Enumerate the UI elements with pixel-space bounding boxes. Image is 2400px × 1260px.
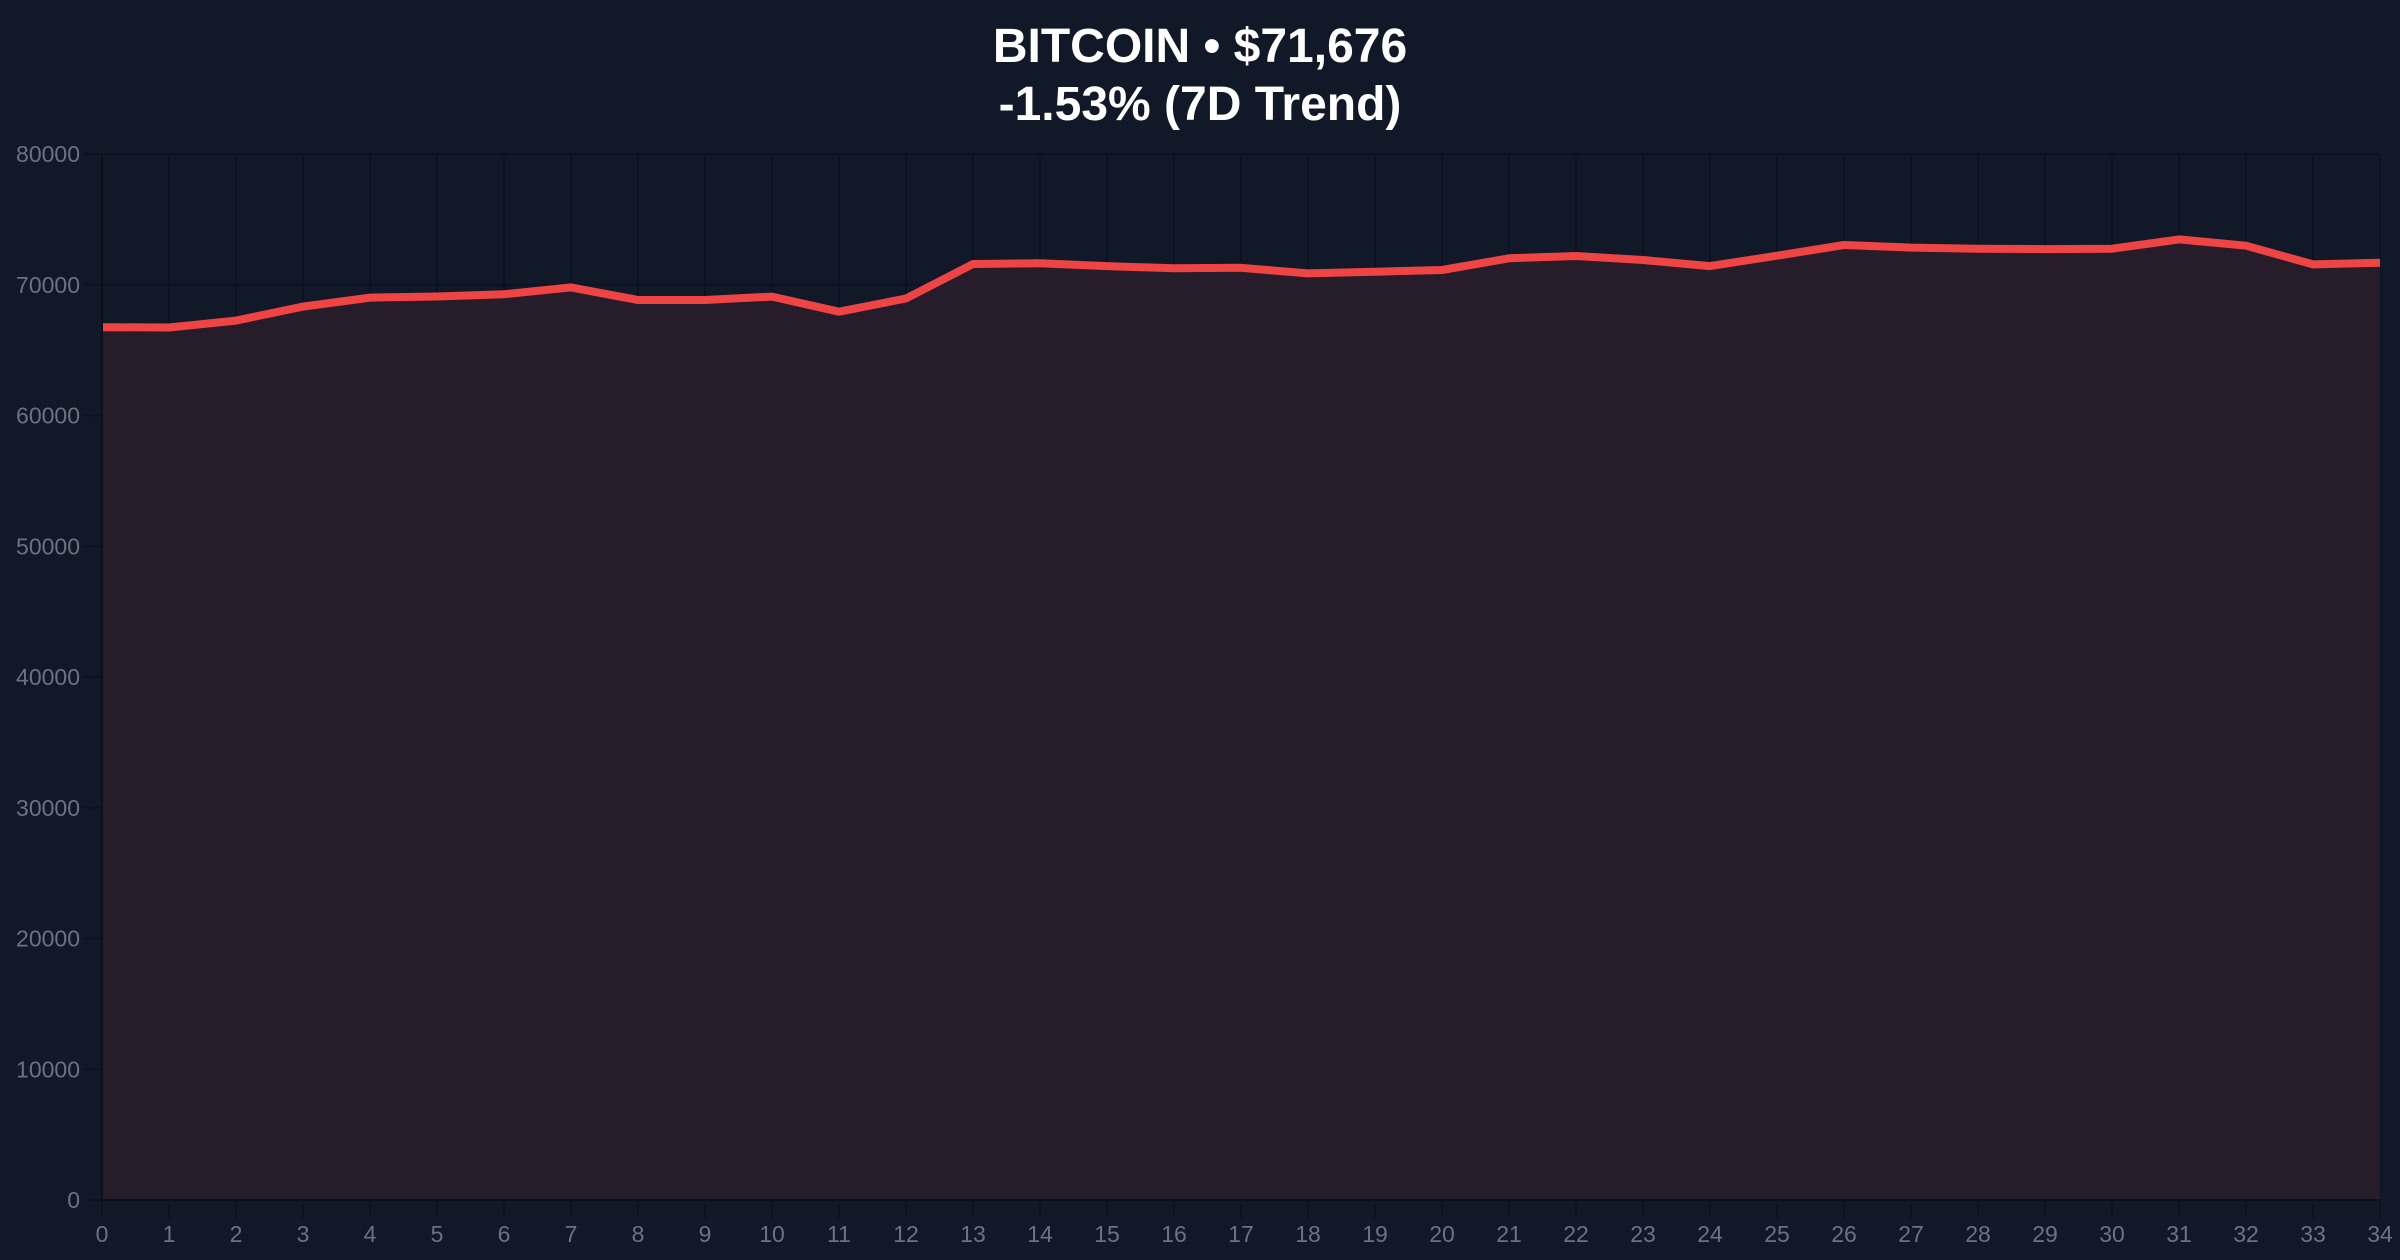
x-tick-label: 27 [1898, 1221, 1924, 1247]
x-tick-label: 0 [96, 1221, 109, 1247]
x-tick-label: 6 [498, 1221, 511, 1247]
y-tick-label: 50000 [16, 533, 80, 559]
x-tick-label: 23 [1630, 1221, 1656, 1247]
x-tick-label: 7 [565, 1221, 578, 1247]
x-tick-label: 3 [297, 1221, 310, 1247]
x-tick-label: 34 [2367, 1221, 2393, 1247]
chart-title-block: BITCOIN • $71,676 -1.53% (7D Trend) [0, 18, 2400, 134]
y-tick-label: 0 [67, 1187, 80, 1213]
x-tick-label: 5 [431, 1221, 444, 1247]
y-tick-label: 20000 [16, 926, 80, 952]
x-tick-label: 30 [2099, 1221, 2125, 1247]
x-tick-label: 24 [1697, 1221, 1723, 1247]
y-tick-label: 80000 [16, 141, 80, 167]
x-tick-label: 25 [1764, 1221, 1790, 1247]
x-tick-label: 2 [230, 1221, 243, 1247]
x-tick-label: 29 [2032, 1221, 2058, 1247]
x-tick-label: 16 [1161, 1221, 1187, 1247]
x-tick-label: 15 [1094, 1221, 1120, 1247]
y-tick-label: 10000 [16, 1056, 80, 1082]
x-tick-label: 10 [759, 1221, 785, 1247]
x-tick-label: 17 [1228, 1221, 1254, 1247]
x-tick-label: 8 [632, 1221, 645, 1247]
x-tick-label: 32 [2233, 1221, 2259, 1247]
x-tick-label: 33 [2300, 1221, 2326, 1247]
chart-title: BITCOIN • $71,676 [992, 20, 1408, 73]
x-tick-label: 26 [1831, 1221, 1857, 1247]
x-tick-label: 1 [163, 1221, 176, 1247]
x-tick-label: 12 [893, 1221, 919, 1247]
x-tick-label: 31 [2166, 1221, 2192, 1247]
y-tick-label: 60000 [16, 403, 80, 429]
area-fill [102, 239, 2380, 1200]
y-axis-ticks: 0 10000 20000 30000 40000 50000 60000 70000 8000… [16, 141, 102, 1213]
price-line [101, 235, 2381, 332]
y-tick-label: 40000 [16, 664, 80, 690]
x-tick-label: 13 [960, 1221, 986, 1247]
y-tick-label: 30000 [16, 795, 80, 821]
x-tick-label: 14 [1027, 1221, 1053, 1247]
x-tick-label: 9 [699, 1221, 712, 1247]
y-tick-label: 70000 [16, 272, 80, 298]
x-tick-label: 22 [1563, 1221, 1589, 1247]
x-tick-label: 4 [364, 1221, 377, 1247]
chart-subtitle: -1.53% (7D Trend) [998, 78, 1402, 131]
x-axis-ticks: 0 1 2 3 4 5 6 7 8 9 10 11 12 13 14 15 16 17 18 19 20 21 22 23 24… [96, 1200, 2393, 1247]
x-tick-label: 21 [1496, 1221, 1522, 1247]
x-tick-label: 19 [1362, 1221, 1388, 1247]
x-tick-label: 18 [1295, 1221, 1321, 1247]
x-tick-label: 11 [827, 1221, 851, 1247]
x-tick-label: 28 [1965, 1221, 1991, 1247]
x-tick-label: 20 [1429, 1221, 1455, 1247]
